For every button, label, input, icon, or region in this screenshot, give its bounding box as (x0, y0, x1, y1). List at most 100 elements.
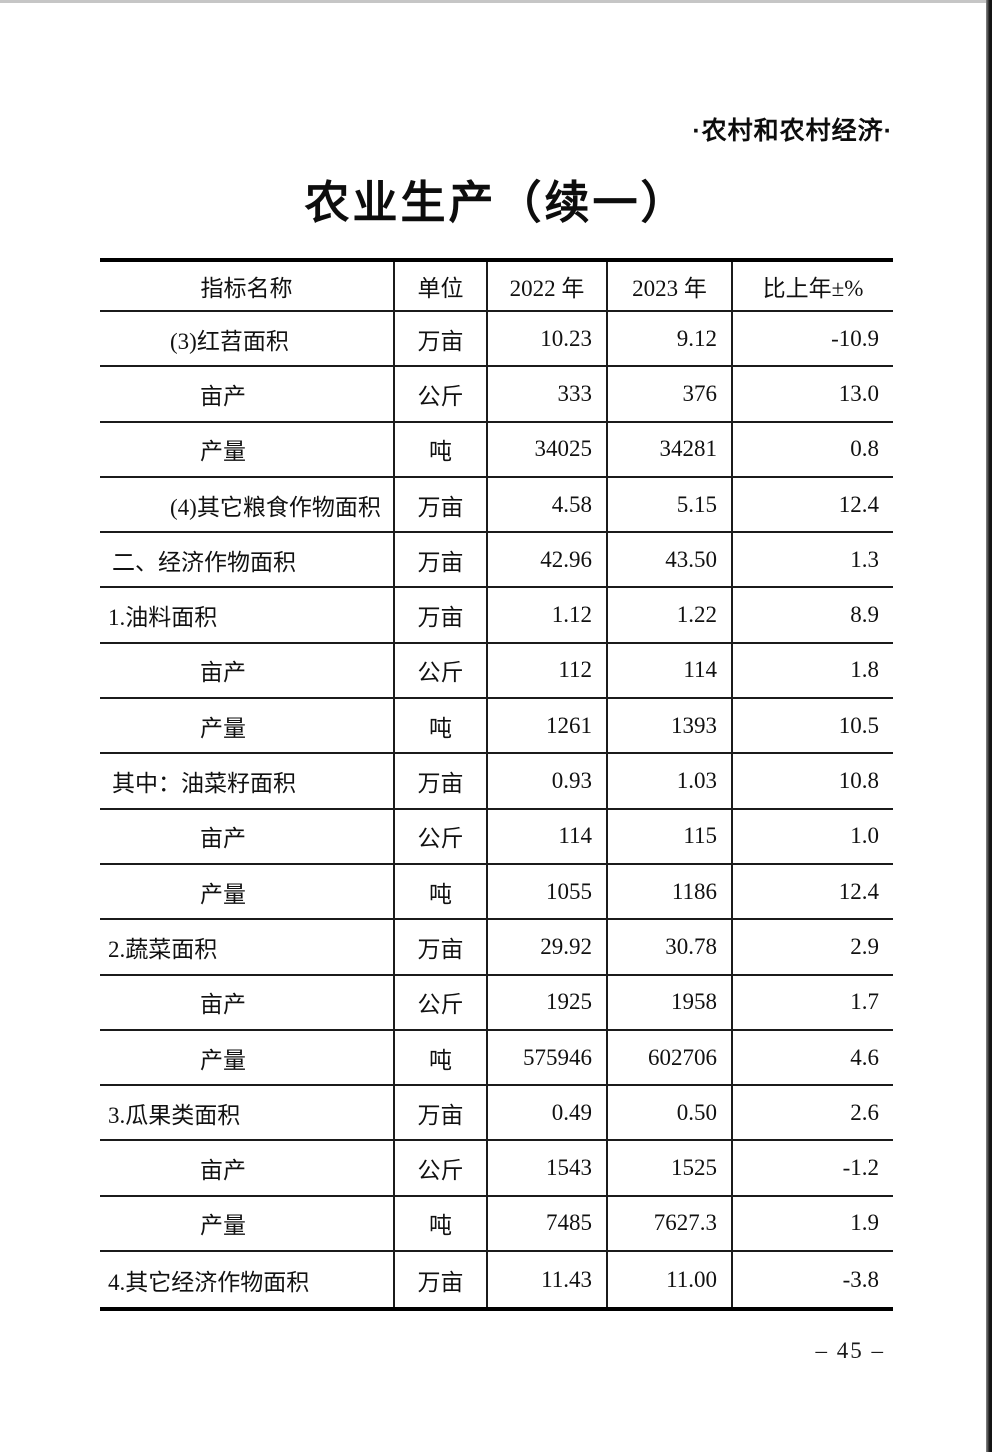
value-2022-cell: 1925 (488, 975, 608, 1029)
header-change-vs-prev-year: 比上年±% (762, 276, 864, 301)
header-indicator-name: 指标名称 (100, 262, 395, 310)
indicator-name-cell: 亩产 (100, 643, 395, 698)
header-2023: 2023 年 (608, 262, 733, 310)
indicator-name-cell: 其中：油菜籽面积 (100, 754, 395, 808)
change-cell: 1.0 (850, 823, 879, 849)
value-2023-cell: 602706 (608, 1030, 733, 1085)
value-2023-cell: 43.50 (608, 533, 733, 587)
unit-cell: 万亩 (395, 1252, 488, 1308)
header-2022: 2022 年 (488, 262, 608, 310)
value-2023-cell: 7627.3 (608, 1196, 733, 1251)
table-row: 产量 吨 575946 602706 4.6 (100, 1030, 893, 1087)
value-2023-cell: 11.00 (608, 1252, 733, 1308)
value-2023-cell: 1393 (608, 699, 733, 753)
unit-cell: 公斤 (395, 367, 488, 421)
unit-cell: 公斤 (395, 975, 488, 1029)
value-2022-cell: 114 (488, 809, 608, 863)
unit-cell: 公斤 (395, 643, 488, 698)
indicator-name-cell: 二、经济作物面积 (100, 533, 395, 587)
indicator-name-cell: 产量 (100, 1030, 395, 1085)
table-row: 其中：油菜籽面积 万亩 0.93 1.03 10.8 (100, 754, 893, 810)
indicator-name-cell: 1.油料面积 (100, 588, 395, 642)
value-2022-cell: 29.92 (488, 920, 608, 974)
indicator-name-cell: 产量 (100, 699, 395, 753)
unit-cell: 万亩 (395, 1086, 488, 1140)
page-number: – 45 – (815, 1338, 885, 1363)
table-header-row: 指标名称 单位 2022 年 2023 年 比上年±% (100, 262, 893, 312)
unit-cell: 公斤 (395, 809, 488, 863)
change-cell: 12.4 (838, 878, 879, 904)
table-row: (3)红苕面积 万亩 10.23 9.12 -10.9 (100, 312, 893, 368)
change-cell: 13.0 (838, 380, 879, 406)
value-2022-cell: 34025 (488, 422, 608, 476)
value-2022-cell: 1.12 (488, 588, 608, 642)
header-unit: 单位 (395, 262, 488, 310)
indicator-name-cell: 亩产 (100, 367, 395, 421)
table-row: 亩产 公斤 1925 1958 1.7 (100, 975, 893, 1031)
unit-cell: 万亩 (395, 920, 488, 974)
value-2023-cell: 1186 (608, 864, 733, 919)
table-row: 1.油料面积 万亩 1.12 1.22 8.9 (100, 588, 893, 644)
value-2023-cell: 114 (608, 643, 733, 698)
value-2023-cell: 1.03 (608, 754, 733, 808)
table-row: 亩产 公斤 1543 1525 -1.2 (100, 1141, 893, 1197)
unit-cell: 万亩 (395, 588, 488, 642)
value-2022-cell: 10.23 (488, 312, 608, 366)
value-2023-cell: 30.78 (608, 920, 733, 974)
table-rows: (3)红苕面积 万亩 10.23 9.12 -10.9 亩产 公斤 333 37… (100, 312, 893, 1308)
change-cell: 10.8 (838, 768, 879, 794)
indicator-name-cell: 3.瓜果类面积 (100, 1086, 395, 1140)
unit-cell: 吨 (395, 422, 488, 476)
change-cell: 1.3 (850, 546, 879, 572)
table-row: 亩产 公斤 114 115 1.0 (100, 809, 893, 865)
unit-cell: 吨 (395, 1196, 488, 1251)
change-cell: -1.2 (842, 1155, 879, 1181)
value-2023-cell: 376 (608, 367, 733, 421)
indicator-name-cell: 亩产 (100, 1141, 395, 1195)
change-cell: 10.5 (838, 712, 879, 738)
table-row: 3.瓜果类面积 万亩 0.49 0.50 2.6 (100, 1086, 893, 1142)
table-row: 二、经济作物面积 万亩 42.96 43.50 1.3 (100, 533, 893, 589)
value-2023-cell: 1.22 (608, 588, 733, 642)
scan-top-edge (0, 0, 992, 3)
indicator-name-cell: 4.其它经济作物面积 (100, 1252, 395, 1308)
table-row: 产量 吨 1261 1393 10.5 (100, 699, 893, 755)
value-2023-cell: 5.15 (608, 477, 733, 532)
table-row: 产量 吨 1055 1186 12.4 (100, 864, 893, 921)
value-2022-cell: 4.58 (488, 477, 608, 532)
change-cell: 1.7 (850, 989, 879, 1015)
indicator-name-cell: 亩产 (100, 975, 395, 1029)
value-2022-cell: 1055 (488, 864, 608, 919)
value-2022-cell: 112 (488, 643, 608, 698)
change-cell: 1.8 (850, 657, 879, 683)
value-2023-cell: 34281 (608, 422, 733, 476)
table-row: 产量 吨 34025 34281 0.8 (100, 422, 893, 478)
page-title: 农业生产（续一） (304, 178, 689, 228)
table-row: 产量 吨 7485 7627.3 1.9 (100, 1196, 893, 1253)
change-cell: 4.6 (850, 1044, 879, 1070)
unit-cell: 吨 (395, 699, 488, 753)
indicator-name-cell: 产量 (100, 864, 395, 919)
indicator-name-cell: (3)红苕面积 (100, 312, 395, 366)
value-2022-cell: 333 (488, 367, 608, 421)
value-2022-cell: 0.93 (488, 754, 608, 808)
indicator-name-cell: 亩产 (100, 809, 395, 863)
scan-right-edge (986, 0, 992, 1452)
indicator-name-cell: 产量 (100, 422, 395, 476)
value-2022-cell: 0.49 (488, 1086, 608, 1140)
value-2022-cell: 42.96 (488, 533, 608, 587)
unit-cell: 万亩 (395, 477, 488, 532)
indicator-name-cell: 2.蔬菜面积 (100, 920, 395, 974)
unit-cell: 吨 (395, 864, 488, 919)
agriculture-production-table: 指标名称 单位 2022 年 2023 年 比上年±% (3)红苕面积 万亩 1… (100, 258, 893, 1312)
change-cell: -10.9 (831, 325, 879, 351)
value-2022-cell: 575946 (488, 1030, 608, 1085)
unit-cell: 公斤 (395, 1141, 488, 1195)
change-cell: 8.9 (850, 602, 879, 628)
unit-cell: 吨 (395, 1030, 488, 1085)
change-cell: 1.9 (850, 1210, 879, 1236)
value-2023-cell: 1958 (608, 975, 733, 1029)
unit-cell: 万亩 (395, 312, 488, 366)
indicator-name-cell: 产量 (100, 1196, 395, 1251)
table-row: 亩产 公斤 333 376 13.0 (100, 367, 893, 423)
